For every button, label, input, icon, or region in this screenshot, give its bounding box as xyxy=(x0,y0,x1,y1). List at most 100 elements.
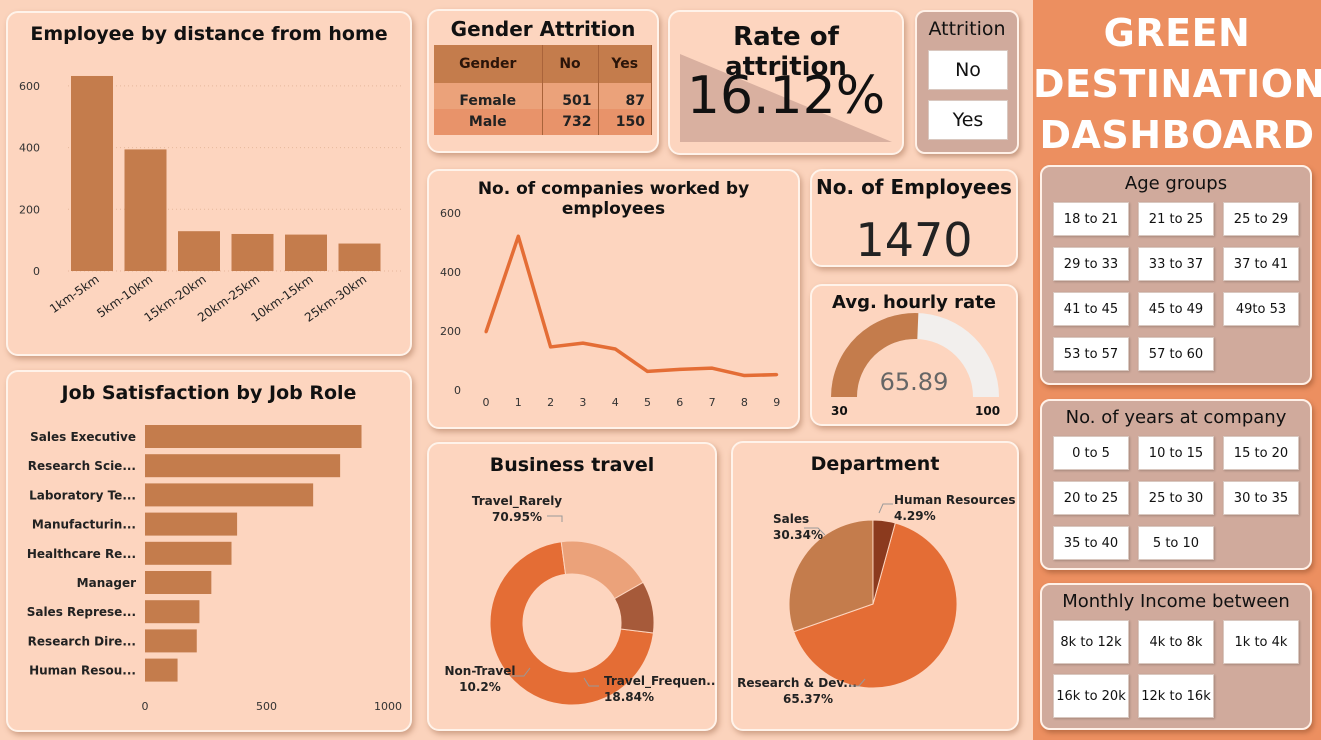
age-group-option[interactable]: 18 to 21 xyxy=(1053,202,1129,236)
bar xyxy=(145,571,212,594)
pie-slice xyxy=(872,519,896,605)
leader-line xyxy=(804,527,826,536)
pie-slice xyxy=(613,581,655,634)
slice-percent: 4.29% xyxy=(894,509,936,523)
x-tick-label: 1000 xyxy=(374,700,402,713)
hourly-rate-title: Avg. hourly rate xyxy=(832,292,996,313)
job-satisfaction-title: Job Satisfaction by Job Role xyxy=(61,382,357,404)
attrition-slicer: Attrition No Yes xyxy=(915,10,1019,154)
x-tick-label: 7 xyxy=(709,396,716,409)
slice-label: Travel_Frequen... xyxy=(604,674,715,689)
slice-percent: 30.34% xyxy=(773,528,823,542)
table-header-gender: Gender xyxy=(434,45,543,83)
age-group-option[interactable]: 29 to 33 xyxy=(1053,247,1129,281)
gauge-min-label: 30 xyxy=(831,404,848,418)
y-tick-label: 200 xyxy=(440,325,461,338)
years-option[interactable]: 35 to 40 xyxy=(1053,526,1129,560)
y-tick-label: 0 xyxy=(33,265,40,278)
years-option[interactable]: 25 to 30 xyxy=(1138,481,1214,515)
y-tick-label: 200 xyxy=(19,203,40,216)
bar xyxy=(145,483,314,507)
gender-attrition-table: Gender No Yes Female 501 87 Male 732 150 xyxy=(434,45,652,135)
x-tick-label: 1 xyxy=(515,396,522,409)
income-option[interactable]: 4k to 8k xyxy=(1138,620,1214,664)
age-group-option[interactable]: 57 to 60 xyxy=(1138,337,1214,371)
attrition-rate-value: 16.12% xyxy=(686,66,886,126)
dashboard-title-line: GREEN xyxy=(1103,11,1251,55)
department-card: Department Research & Dev... 65.37% Sales 3… xyxy=(731,441,1019,731)
category-label: Research Scie... xyxy=(28,459,136,473)
slice-label: Research & Dev... xyxy=(737,676,857,690)
department-title: Department xyxy=(810,453,940,475)
attrition-option-no[interactable]: No xyxy=(928,50,1008,90)
age-group-option[interactable]: 53 to 57 xyxy=(1053,337,1129,371)
age-group-option[interactable]: 45 to 49 xyxy=(1138,292,1214,326)
category-label: Healthcare Re... xyxy=(27,547,136,561)
bar xyxy=(145,629,197,653)
leader-line xyxy=(878,503,893,514)
x-tick-label: 6 xyxy=(676,396,683,409)
x-tick-label: 500 xyxy=(256,700,277,713)
years-option[interactable]: 15 to 20 xyxy=(1223,436,1299,470)
slice-percent: 18.84% xyxy=(604,690,654,704)
age-group-option[interactable]: 21 to 25 xyxy=(1138,202,1214,236)
bar xyxy=(145,541,232,565)
x-tick-label: 5 xyxy=(644,396,651,409)
gender-attrition-card: Gender Attrition Gender No Yes Female 50… xyxy=(427,9,659,153)
gauge-max-label: 100 xyxy=(975,404,1001,418)
years-option[interactable]: 10 to 15 xyxy=(1138,436,1214,470)
income-option[interactable]: 16k to 20k xyxy=(1053,674,1129,718)
attrition-option-yes[interactable]: Yes xyxy=(928,100,1008,140)
attrition-rate-card: Rate of attrition 16.12% xyxy=(668,10,904,155)
income-option[interactable]: 1k to 4k xyxy=(1223,620,1299,664)
business-travel-title: Business travel xyxy=(489,454,655,476)
table-cell-yes: 87 xyxy=(598,83,652,109)
leader-line xyxy=(583,677,599,687)
y-tick-label: 600 xyxy=(440,207,461,220)
age-group-option[interactable]: 25 to 29 xyxy=(1223,202,1299,236)
x-tick-label: 8 xyxy=(741,396,748,409)
attrition-rate-title: Rate of attrition xyxy=(725,22,847,82)
income-option[interactable]: 8k to 12k xyxy=(1053,620,1129,664)
years-option[interactable]: 30 to 35 xyxy=(1223,481,1299,515)
income-option[interactable]: 12k to 16k xyxy=(1138,674,1214,718)
age-groups-slicer: Age groups 18 to 21 21 to 25 25 to 29 29 to… xyxy=(1040,165,1312,385)
table-row: Female 501 87 xyxy=(434,83,652,109)
years-option[interactable]: 20 to 25 xyxy=(1053,481,1129,515)
bar xyxy=(231,233,274,271)
age-group-option[interactable]: 41 to 45 xyxy=(1053,292,1129,326)
income-title: Monthly Income between xyxy=(1062,591,1290,612)
slice-label: Travel_Rarely xyxy=(472,494,562,509)
bar xyxy=(145,600,200,624)
category-label: Sales Represe... xyxy=(27,605,136,619)
age-group-option[interactable]: 33 to 37 xyxy=(1138,247,1214,281)
x-tick-label: 9 xyxy=(773,396,780,409)
age-group-option[interactable]: 37 to 41 xyxy=(1223,247,1299,281)
category-label: Manager xyxy=(77,576,136,590)
years-title: No. of years at company xyxy=(1065,407,1287,428)
dashboard-title-line: DESTINATION xyxy=(1033,62,1321,106)
employees-title: No. of Employees xyxy=(816,175,1012,199)
gauge-value: 65.89 xyxy=(879,368,949,396)
years-option[interactable]: 0 to 5 xyxy=(1053,436,1129,470)
years-option[interactable]: 5 to 10 xyxy=(1138,526,1214,560)
y-tick-label: 400 xyxy=(19,142,40,155)
category-label: Sales Executive xyxy=(30,430,136,444)
table-cell-no: 732 xyxy=(542,109,599,135)
slice-label: Sales xyxy=(773,512,809,526)
hourly-rate-gauge xyxy=(831,313,999,397)
age-group-option[interactable]: 49to 53 xyxy=(1223,292,1299,326)
category-label: Human Resou... xyxy=(29,664,136,678)
y-tick-label: 600 xyxy=(19,80,40,93)
x-tick-label: 0 xyxy=(142,700,149,713)
income-slicer: Monthly Income between 8k to 12k 4k to 8k… xyxy=(1040,583,1312,730)
bar xyxy=(285,234,327,271)
table-cell-gender: Female xyxy=(434,83,543,109)
pie-slice xyxy=(788,519,874,633)
bar xyxy=(145,658,178,682)
companies-title: No. of companies worked by employees xyxy=(477,179,750,219)
distance-title: Employee by distance from home xyxy=(30,23,388,45)
attrition-slicer-title: Attrition xyxy=(928,18,1006,40)
bar xyxy=(71,75,113,272)
